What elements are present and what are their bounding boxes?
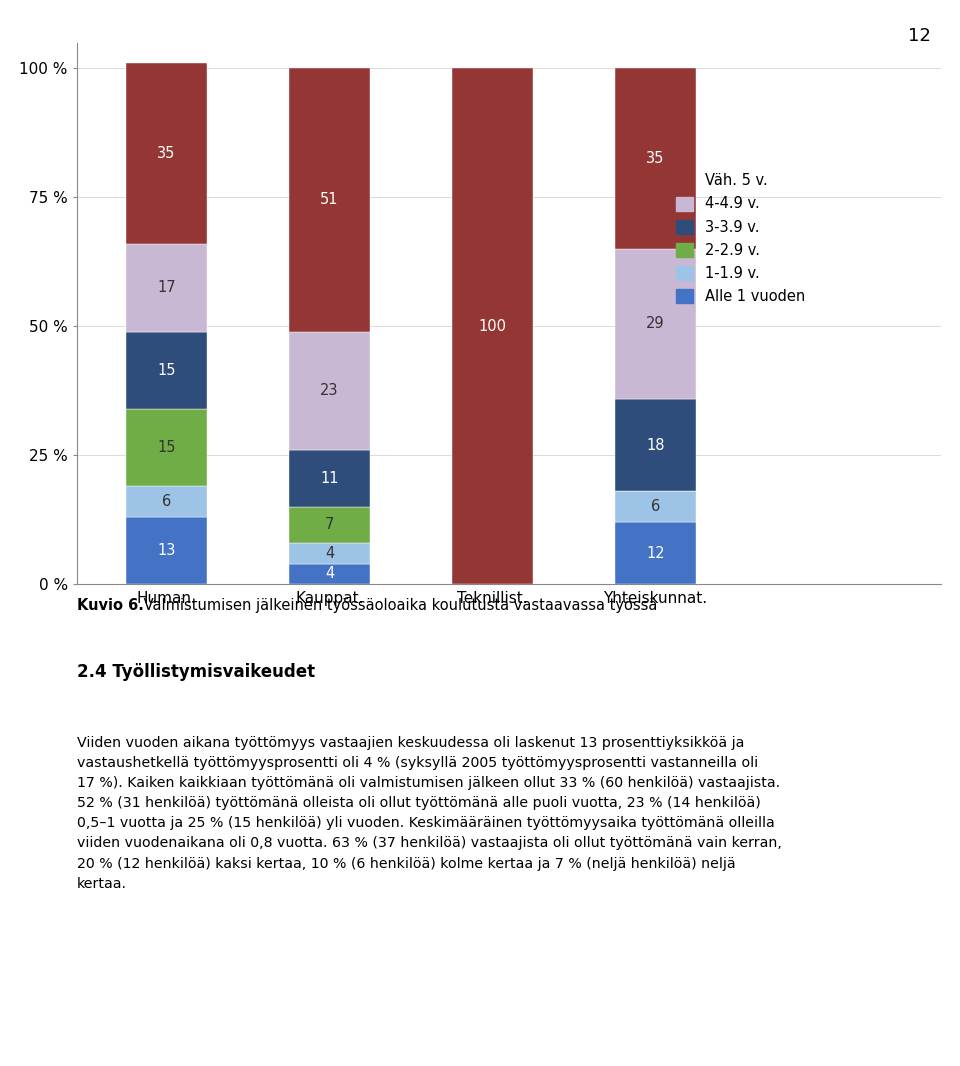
Text: 29: 29	[646, 317, 665, 332]
Bar	[289, 450, 371, 507]
Bar	[126, 332, 207, 409]
Text: 6: 6	[651, 499, 660, 515]
Bar	[289, 68, 371, 332]
Text: 7: 7	[324, 517, 334, 532]
Bar	[289, 543, 371, 564]
Text: 6: 6	[162, 495, 171, 510]
Bar	[126, 63, 207, 244]
Legend: Väh. 5 v., 4-4.9 v., 3-3.9 v., 2-2.9 v., 1-1.9 v., Alle 1 vuoden: Väh. 5 v., 4-4.9 v., 3-3.9 v., 2-2.9 v.,…	[672, 169, 810, 308]
Bar	[126, 409, 207, 486]
Text: 35: 35	[157, 146, 176, 161]
Text: 2.4 Työllistymisvaikeudet: 2.4 Työllistymisvaikeudet	[77, 663, 315, 680]
Text: 17: 17	[157, 280, 176, 295]
Bar	[126, 517, 207, 584]
Text: 15: 15	[157, 362, 176, 377]
Bar	[614, 249, 696, 399]
Bar	[289, 507, 371, 543]
Text: 100: 100	[478, 319, 507, 334]
Text: 11: 11	[321, 471, 339, 486]
Bar	[614, 491, 696, 522]
Text: 35: 35	[646, 151, 664, 166]
Bar	[614, 399, 696, 491]
Bar	[289, 564, 371, 584]
Text: Viiden vuoden aikana työttömyys vastaajien keskuudessa oli laskenut 13 prosentti: Viiden vuoden aikana työttömyys vastaaji…	[77, 737, 781, 890]
Bar	[289, 332, 371, 450]
Text: 18: 18	[646, 437, 664, 452]
Text: 51: 51	[321, 193, 339, 208]
Bar	[614, 68, 696, 249]
Bar	[126, 486, 207, 517]
Text: 4: 4	[324, 566, 334, 581]
Text: 12: 12	[646, 546, 665, 561]
Text: 12: 12	[908, 27, 931, 45]
Bar	[452, 68, 533, 584]
Text: 13: 13	[157, 544, 176, 559]
Bar	[614, 522, 696, 584]
Text: Kuvio 6.: Kuvio 6.	[77, 598, 144, 613]
Text: 15: 15	[157, 440, 176, 455]
Bar	[126, 244, 207, 332]
Text: 4: 4	[324, 546, 334, 561]
Text: 23: 23	[321, 384, 339, 399]
Text: Valmistumisen jälkeinen työssäoloaika koulutusta vastaavassa työssä: Valmistumisen jälkeinen työssäoloaika ko…	[139, 598, 658, 613]
